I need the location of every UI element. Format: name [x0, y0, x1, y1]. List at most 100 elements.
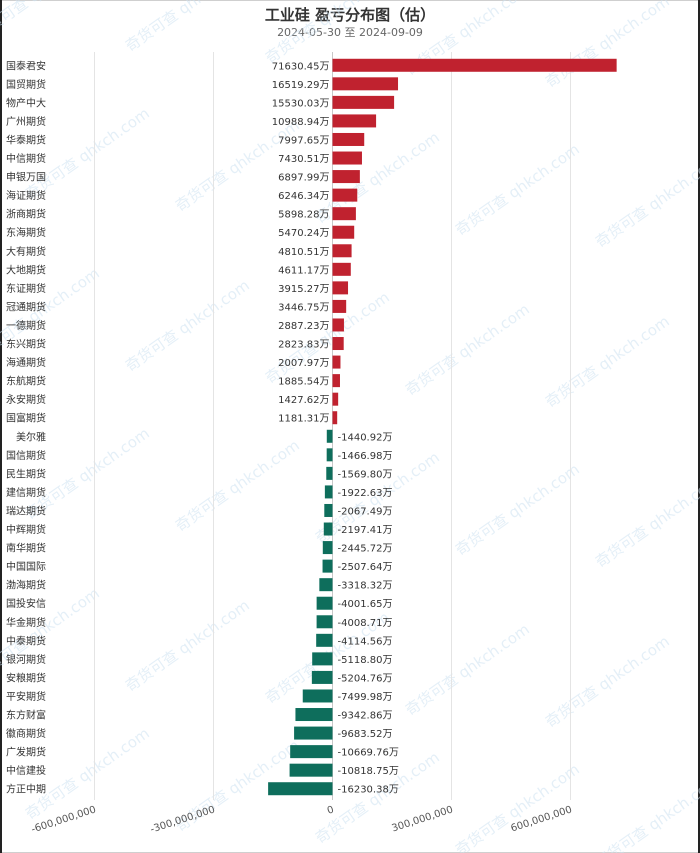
- category-label: 中信建投: [6, 764, 46, 777]
- value-label: 2007.97万: [278, 358, 329, 369]
- value-label: -4001.65万: [338, 599, 393, 610]
- chart-date-range: 2024-05-30 至 2024-09-09: [0, 24, 700, 40]
- bar-23: [326, 466, 333, 480]
- watermark-text: 奇货可查 qhkch.com: [402, 620, 533, 719]
- value-label: 2823.83万: [278, 340, 329, 351]
- watermark-text: 奇货可查 qhkch.com: [122, 276, 253, 375]
- value-label: 16519.29万: [272, 80, 330, 91]
- bar-21: [326, 429, 333, 443]
- value-label: 6897.99万: [278, 173, 329, 184]
- bar-12: [332, 262, 351, 276]
- value-label: -5204.76万: [338, 673, 393, 684]
- bar-24: [324, 485, 333, 499]
- watermark-text: 奇货可查 qhkch.com: [0, 0, 103, 43]
- category-label: 东航期货: [6, 375, 46, 388]
- bar-31: [316, 615, 333, 629]
- bar-37: [294, 726, 333, 740]
- value-label: -10669.76万: [338, 748, 399, 759]
- bar-28: [322, 559, 333, 573]
- left-border: [0, 0, 2, 853]
- value-label: -7499.98万: [338, 692, 393, 703]
- category-label: 国投安信: [6, 597, 46, 610]
- watermark-text: 奇货可查 qhkch.com: [262, 0, 393, 67]
- watermark-text: 奇货可查 qhkch.com: [122, 0, 253, 55]
- value-label: -5118.80万: [338, 655, 393, 666]
- bar-26: [323, 522, 333, 536]
- category-label: 瑞达期货: [6, 504, 46, 517]
- bar-32: [316, 633, 333, 647]
- value-label: -1440.92万: [338, 432, 393, 443]
- right-border: [698, 0, 700, 853]
- bar-27: [322, 541, 333, 555]
- watermark-text: 奇货可查 qhkch.com: [452, 140, 583, 239]
- category-label: 民生期货: [6, 467, 46, 480]
- category-label: 浙商期货: [6, 208, 46, 221]
- category-label: 海证期货: [6, 189, 46, 202]
- category-label: 冠通期货: [6, 300, 46, 313]
- category-label: 银河期货: [6, 653, 46, 666]
- bar-7: [332, 170, 360, 184]
- category-label: 大有期货: [6, 245, 46, 258]
- category-label: 永安期货: [6, 393, 46, 406]
- value-label: -9342.86万: [338, 711, 393, 722]
- value-label: -4008.71万: [338, 618, 393, 629]
- category-label: 东方财富: [6, 709, 46, 722]
- bar-40: [268, 782, 333, 796]
- value-label: 5470.24万: [278, 228, 329, 239]
- category-label: 中辉期货: [6, 523, 46, 536]
- bar-19: [332, 392, 339, 406]
- value-label: -2067.49万: [338, 506, 393, 517]
- category-label: 美尔雅: [16, 430, 46, 443]
- bar-38: [290, 745, 333, 759]
- category-label: 一德期货: [6, 319, 46, 332]
- watermark-text: 奇货可查 qhkch.com: [542, 632, 673, 731]
- bar-30: [316, 596, 333, 610]
- category-label: 徽商期货: [6, 727, 46, 740]
- bar-10: [332, 225, 355, 239]
- category-label: 东兴期货: [6, 338, 46, 351]
- bar-35: [302, 689, 333, 703]
- category-label: 南华期货: [6, 542, 46, 555]
- watermark-text: 奇货可查 qhkch.com: [592, 772, 700, 853]
- watermark-text: 奇货可查 qhkch.com: [592, 152, 700, 251]
- value-label: 4611.17万: [278, 265, 329, 276]
- value-label: 3446.75万: [278, 302, 329, 313]
- category-label: 物产中大: [6, 96, 46, 109]
- value-label: -1466.98万: [338, 451, 393, 462]
- category-label: 广州期货: [6, 115, 46, 128]
- date-start: 2024-05-30: [277, 26, 341, 39]
- value-label: -9683.52万: [338, 729, 393, 740]
- value-label: 3915.27万: [278, 284, 329, 295]
- value-label: -1922.63万: [338, 488, 393, 499]
- bar-34: [311, 670, 333, 684]
- bar-8: [332, 188, 358, 202]
- category-label: 海通期货: [6, 356, 46, 369]
- category-label: 国泰君安: [6, 59, 46, 72]
- value-label: -1569.80万: [338, 469, 393, 480]
- watermark-text: 奇货可查 qhkch.com: [402, 300, 533, 399]
- bar-39: [289, 763, 333, 777]
- bars: [268, 58, 617, 796]
- watermark-text: 奇货可查 qhkch.com: [122, 596, 253, 695]
- bar-1: [332, 58, 617, 72]
- category-label: 华泰期货: [6, 133, 46, 146]
- category-label: 方正中期: [6, 783, 46, 796]
- category-label: 国贸期货: [6, 78, 46, 91]
- value-label: 4810.51万: [278, 247, 329, 258]
- watermark-text: 奇货可查 qhkch.com: [452, 460, 583, 559]
- value-labels: 71630.45万 16519.29万 15530.03万 10988.94万 7997…: [272, 61, 399, 795]
- bar-9: [332, 207, 356, 221]
- watermark-text: 奇货可查 qhkch.com: [312, 748, 443, 847]
- category-label: 渤海期货: [6, 579, 46, 592]
- value-label: -4114.56万: [338, 636, 393, 647]
- value-label: 71630.45万: [272, 61, 330, 72]
- bar-33: [312, 652, 333, 666]
- x-tick-label: 0: [326, 804, 335, 816]
- category-label: 国富期货: [6, 412, 46, 425]
- bar-6: [332, 151, 362, 165]
- bar-22: [326, 448, 333, 462]
- category-label: 中国国际: [6, 560, 46, 573]
- watermark-text: 奇货可查 qhkch.com: [542, 0, 673, 91]
- bar-13: [332, 281, 349, 295]
- bar-18: [332, 374, 340, 388]
